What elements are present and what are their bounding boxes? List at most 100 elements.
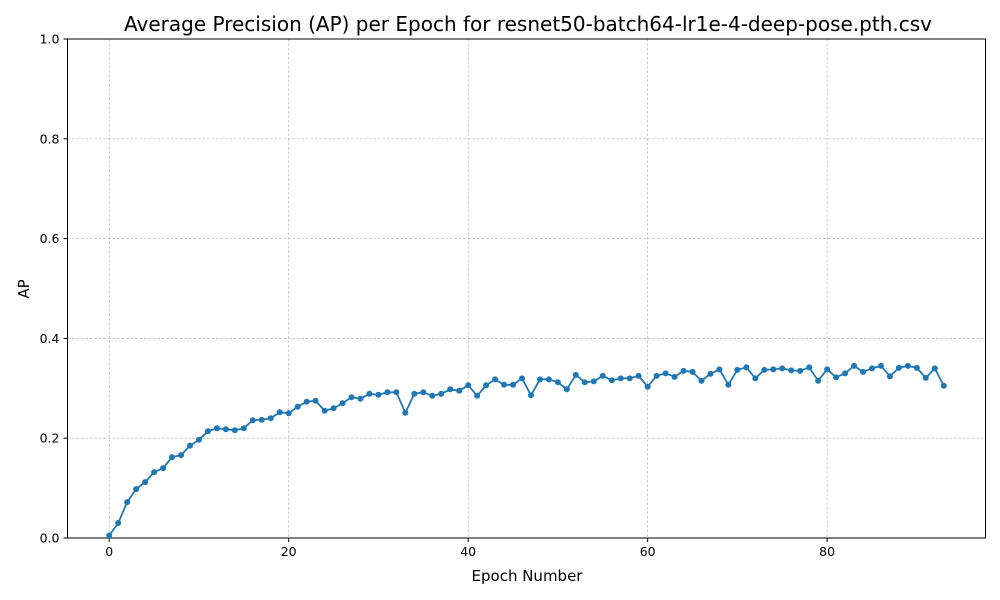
data-point — [734, 366, 741, 373]
data-point — [536, 376, 543, 383]
data-point — [572, 371, 579, 378]
data-point — [438, 390, 445, 397]
data-point — [133, 486, 140, 493]
data-point — [474, 392, 481, 399]
y-tick-label: 0.8 — [40, 131, 60, 146]
data-point — [554, 379, 561, 386]
data-point — [366, 390, 373, 397]
data-point — [384, 389, 391, 396]
data-point — [510, 381, 517, 388]
y-axis-label: AP — [15, 279, 33, 298]
data-point — [904, 362, 911, 369]
data-point — [788, 367, 795, 374]
data-point — [545, 376, 552, 383]
data-point — [186, 442, 193, 449]
data-point — [824, 366, 831, 373]
data-point — [815, 377, 822, 384]
chart-title: Average Precision (AP) per Epoch for res… — [124, 12, 932, 36]
y-tick-label: 1.0 — [40, 32, 60, 47]
series-line — [108, 364, 945, 537]
data-point — [617, 375, 624, 382]
data-point — [940, 382, 947, 389]
x-axis-ticks: 0 20 40 60 80 — [105, 538, 835, 559]
x-tick-label: 80 — [819, 544, 835, 559]
data-point — [357, 395, 364, 402]
data-point — [204, 428, 211, 435]
data-point — [151, 469, 158, 476]
data-point — [169, 454, 176, 461]
data-point — [285, 410, 292, 417]
data-point — [258, 416, 265, 423]
data-point — [160, 465, 167, 472]
data-point — [698, 377, 705, 384]
data-point — [312, 397, 319, 404]
data-point — [231, 427, 238, 434]
data-point — [339, 400, 346, 407]
data-point — [671, 373, 678, 380]
data-point — [868, 365, 875, 372]
data-point — [707, 370, 714, 377]
data-point — [276, 409, 283, 416]
data-point — [797, 367, 804, 374]
data-point — [456, 387, 463, 394]
data-point — [644, 383, 651, 390]
data-point — [662, 370, 669, 377]
data-point — [806, 364, 813, 371]
data-point — [447, 386, 454, 393]
x-tick-label: 20 — [281, 544, 297, 559]
data-point — [725, 381, 732, 388]
data-point — [267, 415, 274, 422]
data-point — [743, 364, 750, 371]
x-tick-label: 0 — [105, 544, 113, 559]
data-point — [599, 372, 606, 379]
data-point — [895, 364, 902, 371]
data-point — [303, 398, 310, 405]
data-point — [124, 499, 131, 506]
x-axis-label: Epoch Number — [472, 567, 584, 585]
data-point — [240, 425, 247, 432]
y-axis-ticks: 0.0 0.2 0.4 0.6 0.8 1.0 — [40, 32, 68, 546]
data-point — [420, 389, 427, 396]
data-point — [913, 364, 920, 371]
data-point — [716, 366, 723, 373]
data-point — [770, 366, 777, 373]
data-point — [779, 365, 786, 372]
data-point — [249, 417, 256, 424]
data-point — [752, 375, 759, 382]
data-point — [886, 373, 893, 380]
y-tick-label: 0.4 — [40, 331, 60, 346]
x-tick-label: 40 — [460, 544, 476, 559]
data-point — [483, 382, 490, 389]
grid-lines — [67, 38, 986, 539]
data-point — [195, 436, 202, 443]
data-point — [581, 379, 588, 386]
data-point — [429, 392, 436, 399]
y-tick-label: 0.6 — [40, 231, 60, 246]
data-point — [411, 390, 418, 397]
data-point — [294, 403, 301, 410]
data-point — [402, 409, 409, 416]
plot-area-frame — [67, 38, 986, 539]
data-point — [142, 479, 149, 486]
data-point — [321, 407, 328, 414]
data-point — [222, 426, 229, 433]
data-point — [653, 372, 660, 379]
data-point — [492, 376, 499, 383]
data-series — [106, 362, 947, 539]
data-point — [931, 365, 938, 372]
x-tick-label: 60 — [640, 544, 656, 559]
data-point — [178, 452, 185, 459]
data-point — [563, 386, 570, 393]
data-point — [590, 378, 597, 385]
y-tick-label: 0.0 — [40, 531, 60, 546]
data-point — [635, 372, 642, 379]
data-point — [833, 374, 840, 381]
data-point — [213, 425, 220, 432]
data-point — [851, 362, 858, 369]
data-point — [501, 381, 508, 388]
data-point — [393, 389, 400, 396]
data-point — [348, 394, 355, 401]
data-point — [115, 520, 122, 527]
data-point — [527, 392, 534, 399]
data-point — [689, 368, 696, 375]
